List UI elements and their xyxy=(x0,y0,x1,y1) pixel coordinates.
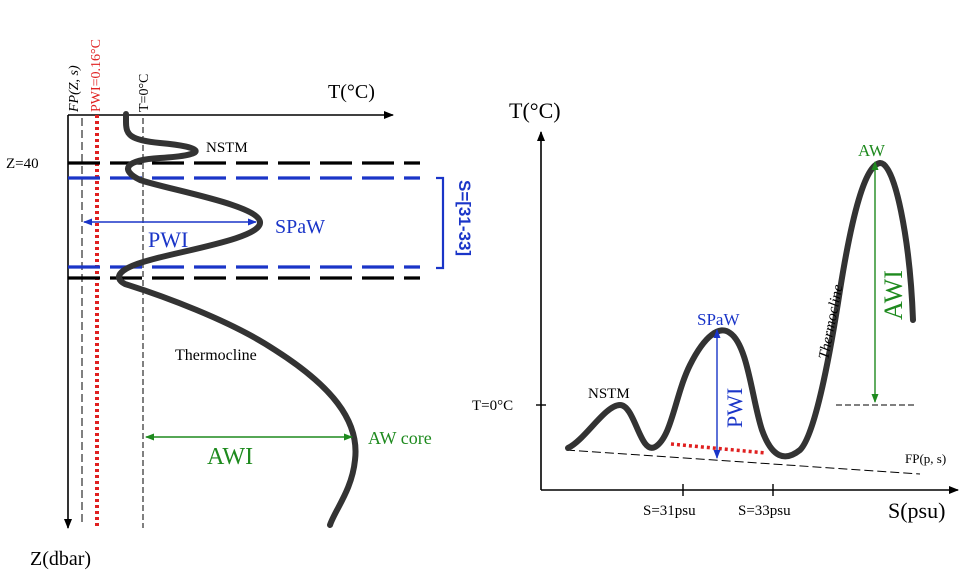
left-t0-label: T=0°C xyxy=(137,74,152,112)
right-fp-label: FP(p, s) xyxy=(905,451,946,466)
left-pwi-arrow-label: PWI xyxy=(148,227,188,252)
right-pwi-label: PWI xyxy=(722,388,747,428)
left-z40-label: Z=40 xyxy=(6,156,39,172)
right-t-axis-label: T(°C) xyxy=(509,98,561,123)
s33-label: S=33psu xyxy=(738,503,791,519)
right-fp-line xyxy=(565,449,921,475)
left-awi-label: AWI xyxy=(207,444,253,470)
right-awi-label: AWI xyxy=(879,270,908,320)
left-pwi-label: PWI=0.16°C xyxy=(89,39,104,112)
left-panel: FP(Z, s) PWI=0.16°C T=0°C T(°C) Z(dbar) … xyxy=(6,39,474,570)
right-thermocline-label: Thermocline xyxy=(816,283,846,361)
left-temperature-profile xyxy=(116,111,359,528)
right-s-axis-label: S(psu) xyxy=(888,498,945,523)
salinity-band-label: S=[31-33] xyxy=(455,180,474,256)
left-nstm-label: NSTM xyxy=(206,140,248,156)
left-z-axis-label: Z(dbar) xyxy=(30,548,91,570)
left-spaw-label: SPaW xyxy=(275,216,325,238)
left-thermocline-label: Thermocline xyxy=(175,347,257,364)
right-pwi-dotted xyxy=(670,442,767,455)
right-aw-label: AW xyxy=(858,141,886,160)
right-t0-label: T=0°C xyxy=(472,398,513,414)
right-panel: T(°C) S(psu) T=0°C NSTM SPaW PWI AW AWI … xyxy=(472,98,959,523)
left-fp-label: FP(Z, s) xyxy=(67,65,82,113)
left-t-axis-label: T(°C) xyxy=(328,81,375,103)
left-aw-core-label: AW core xyxy=(368,428,432,448)
s31-label: S=31psu xyxy=(643,503,696,519)
right-spaw-label: SPaW xyxy=(697,310,740,329)
salinity-bracket xyxy=(436,176,445,270)
right-nstm-label: NSTM xyxy=(588,386,630,402)
